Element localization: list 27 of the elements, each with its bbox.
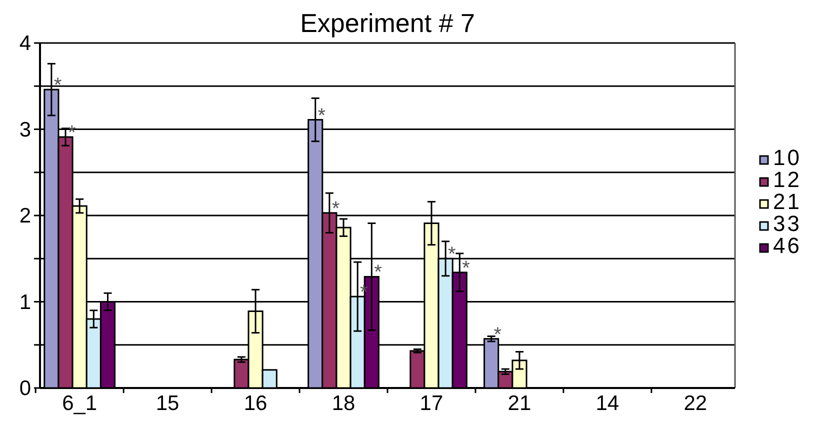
x-tick-label: 22 <box>684 392 708 415</box>
x-tick-label: 21 <box>508 392 532 415</box>
data-label: * <box>494 324 502 346</box>
x-tick-label: 17 <box>420 392 444 415</box>
data-label: * <box>448 244 456 266</box>
legend-label: 46 <box>773 233 802 258</box>
data-label: * <box>318 104 326 127</box>
legend-label: 21 <box>773 189 802 214</box>
y-tick-label: 0 <box>19 377 31 400</box>
data-label: * <box>360 282 368 304</box>
data-label: * <box>332 198 340 220</box>
y-tick-label: 2 <box>19 204 31 228</box>
chart-title: Experiment # 7 <box>300 8 475 38</box>
x-tick-label: 18 <box>332 392 356 415</box>
y-tick-label: 3 <box>19 118 31 142</box>
y-tick-label: 1 <box>19 290 31 314</box>
x-tick-label: 15 <box>156 392 180 415</box>
legend-label: 10 <box>773 145 802 170</box>
legend-label: 12 <box>773 167 802 192</box>
data-label: * <box>374 262 382 284</box>
legend-label: 33 <box>773 211 802 236</box>
x-tick-label: 6_1 <box>62 392 98 415</box>
x-tick-label: 16 <box>244 392 268 415</box>
data-label: * <box>54 74 62 97</box>
x-tick-label: 14 <box>596 392 620 415</box>
y-tick-label: 4 <box>19 32 32 55</box>
data-label: * <box>462 257 470 280</box>
